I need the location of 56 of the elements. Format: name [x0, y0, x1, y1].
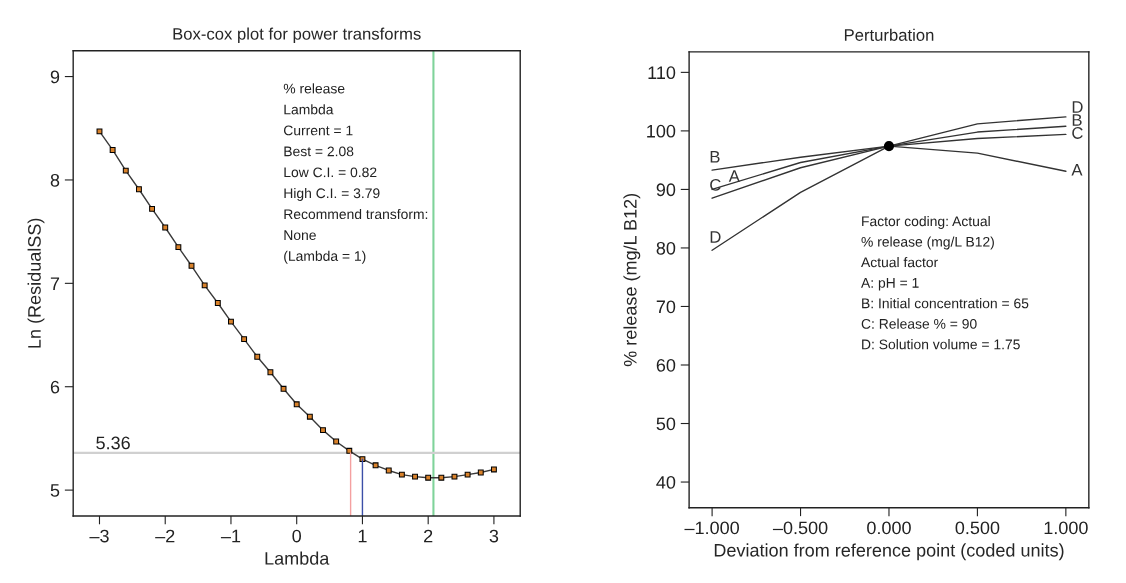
x-tick-label: –0.500	[772, 521, 828, 535]
x-tick-label: –3	[89, 529, 109, 543]
annotation: Actual factor	[861, 257, 938, 268]
annotation: (Lambda = 1)	[284, 250, 366, 264]
x-tick-label: –1	[220, 529, 241, 543]
annotation: High C.I. = 3.79	[284, 187, 380, 201]
y-tick-label: 60	[656, 358, 676, 372]
x-tick-label: 0.000	[867, 521, 911, 535]
text: C	[1072, 127, 1083, 139]
annotation: Lambda	[284, 104, 334, 115]
text: A	[1071, 164, 1083, 176]
y-tick-label: 5	[50, 484, 60, 497]
y-tick-label: 6	[50, 380, 60, 394]
annotation: A: pH = 1	[861, 278, 919, 291]
y-tick-label: 8	[50, 173, 60, 187]
annotation: % release (mg/L B12)	[861, 236, 994, 250]
annotation: Low C.I. = 0.82	[284, 167, 377, 178]
annotation: % release	[283, 83, 345, 94]
y-axis-title: % release (mg/L B12)	[623, 193, 641, 367]
y-axis-title: Ln (ResidualSS)	[27, 218, 45, 348]
y-tick-label: 90	[656, 183, 676, 197]
annotation: B: Initial concentration = 65	[862, 298, 1029, 309]
x-tick-label: 1	[358, 529, 367, 543]
y-tick-label: 9	[50, 70, 60, 84]
x-axis-title: Lambda	[265, 551, 330, 565]
text: B	[1072, 114, 1082, 126]
text: D	[1072, 101, 1083, 113]
y-tick-label: 110	[648, 66, 676, 80]
x-tick-label: 2	[424, 529, 433, 543]
annotation: Factor coding: Actual	[862, 216, 990, 229]
series-label: A	[728, 170, 740, 182]
annotation: Current = 1	[284, 125, 353, 136]
chart-title: Box-cox plot for power transforms	[173, 27, 421, 44]
annotation: C: Release % = 90	[861, 318, 977, 329]
ref-line-label: 5.36	[96, 436, 130, 450]
annotation: Recommend transform:	[284, 208, 428, 220]
chart-title: Perturbation	[844, 28, 934, 41]
y-tick-label: 70	[656, 300, 676, 314]
x-tick-label: 1.000	[1044, 521, 1088, 535]
series-label: D	[710, 231, 721, 243]
x-tick-label: –1.000	[684, 521, 740, 535]
x-tick-label: 0	[292, 529, 302, 543]
y-tick-label: 50	[656, 417, 676, 431]
series-label: B	[710, 151, 720, 163]
x-tick-label: 3	[489, 529, 499, 543]
y-tick-label: 80	[656, 241, 676, 255]
y-tick-label: 100	[647, 124, 676, 138]
annotation: None	[284, 230, 316, 241]
x-tick-label: –2	[155, 529, 175, 543]
x-tick-label: 0.500	[955, 521, 1000, 535]
annotation: D: Solution volume = 1.75	[862, 339, 1020, 350]
y-tick-label: 7	[50, 277, 60, 290]
x-axis-title: Deviation from reference point (coded units)	[714, 543, 1064, 561]
line-series	[711, 116, 1067, 251]
annotation: Best = 2.08	[284, 146, 354, 157]
y-tick-label: 40	[656, 475, 676, 489]
